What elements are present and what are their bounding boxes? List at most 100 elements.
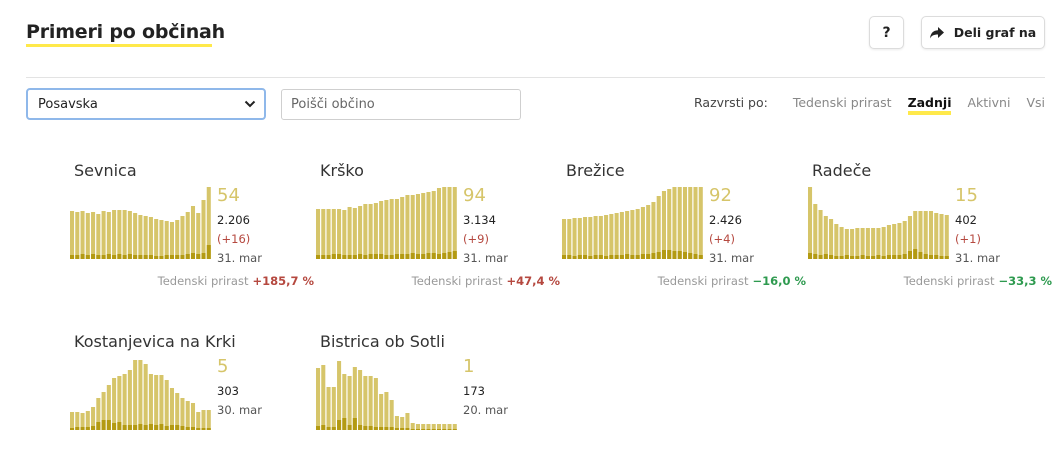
sort-label: Razvrsti po: — [694, 95, 768, 110]
new-cases-bar — [405, 254, 410, 259]
active-cases-bar — [70, 211, 75, 259]
active-cases-bar — [101, 392, 106, 430]
active-cases-bar — [625, 211, 630, 259]
active-cases-bar — [651, 202, 656, 259]
municipality-card[interactable]: Brežice 92 2.426 (+4) 31. mar Tedenski priras… — [562, 161, 806, 321]
cases-bar-chart — [70, 360, 211, 430]
region-select[interactable]: Posavska — [26, 88, 266, 120]
new-cases-bar — [394, 254, 399, 259]
new-cases-bar — [337, 254, 342, 259]
last-update-date: 31. mar — [955, 251, 1000, 265]
new-cases-bar — [138, 255, 143, 259]
new-cases-bar — [944, 256, 949, 259]
new-cases-bar — [342, 418, 347, 430]
new-cases-bar — [101, 420, 106, 430]
new-cases-bar — [572, 256, 577, 259]
new-cases-bar — [326, 427, 331, 430]
share-button[interactable]: Deli graf na — [921, 16, 1045, 49]
new-cases-bar — [892, 255, 897, 259]
active-cases-bar — [196, 213, 201, 259]
active-cases-bar — [175, 220, 180, 259]
new-cases-bar — [693, 254, 698, 259]
active-cases-bar — [410, 195, 415, 259]
new-cases-bar — [75, 427, 80, 430]
active-cases-bar — [180, 216, 185, 259]
new-cases-bar — [148, 424, 153, 430]
active-cases-bar — [169, 222, 174, 259]
help-button[interactable]: ? — [869, 16, 904, 49]
active-cases-bar — [834, 224, 839, 259]
municipality-card[interactable]: Krško 94 3.134 (+9) 31. mar Tedenski prirast +… — [316, 161, 560, 321]
new-cases-bar — [352, 418, 357, 430]
active-cases-bar — [337, 361, 342, 430]
active-cases-bar — [363, 376, 368, 430]
active-cases-bar — [614, 213, 619, 259]
active-cases-bar — [682, 187, 688, 259]
new-cases-bar — [625, 254, 630, 259]
new-cases-bar — [400, 428, 405, 430]
active-cases-bar — [159, 375, 164, 430]
new-cases-bar — [91, 254, 96, 259]
municipality-name: Radeče — [812, 161, 872, 180]
active-cases-bar — [400, 417, 405, 430]
active-cases-bar — [436, 188, 442, 259]
active-cases-bar — [604, 215, 609, 259]
total-cases-value: 303 — [217, 384, 239, 398]
active-cases-bar — [185, 212, 190, 259]
municipality-name: Kostanjevica na Krki — [74, 332, 236, 351]
new-cases-bar — [447, 252, 452, 259]
new-cases-bar — [823, 254, 828, 259]
new-cases-bar — [85, 255, 90, 259]
active-cases-bar — [363, 204, 368, 259]
new-cases-bar — [196, 254, 201, 259]
active-cases-bar — [169, 388, 174, 430]
active-cases-bar — [389, 400, 394, 430]
municipality-search-input[interactable] — [281, 89, 521, 120]
new-cases-bar — [614, 255, 619, 259]
sort-option-all[interactable]: Vsi — [1026, 95, 1045, 110]
new-cases-bar — [410, 253, 415, 259]
new-cases-bar — [667, 250, 672, 259]
sort-option-weekly-growth[interactable]: Tedenski prirast — [792, 95, 892, 110]
new-cases-bar — [609, 255, 614, 259]
new-cases-bar — [421, 254, 426, 259]
new-cases-bar — [447, 429, 452, 430]
active-cases-bar — [646, 205, 651, 259]
sort-option-active[interactable]: Aktivni — [967, 95, 1011, 110]
new-cases-bar — [421, 429, 426, 430]
active-cases-bar — [101, 211, 106, 259]
active-cases-bar — [138, 360, 143, 430]
new-cases-bar — [598, 255, 603, 259]
new-cases-bar — [169, 425, 174, 430]
new-cases-bar — [698, 255, 703, 259]
active-cases-bar — [154, 219, 159, 259]
municipality-card[interactable]: Bistrica ob Sotli 1 173 20. mar — [316, 332, 560, 474]
active-cases-bar — [871, 228, 876, 259]
active-cases-bar — [865, 228, 870, 259]
new-cases-bar — [431, 429, 436, 430]
new-cases-bar — [70, 255, 75, 259]
active-cases-bar — [321, 209, 326, 259]
active-cases-bar — [112, 378, 117, 430]
sort-option-latest[interactable]: Zadnji — [907, 95, 952, 115]
active-cases-bar — [164, 380, 169, 430]
active-cases-bar — [384, 200, 389, 259]
active-cases-bar — [122, 210, 127, 259]
new-cases-bar — [834, 256, 839, 259]
new-cases-bar — [321, 255, 326, 259]
total-cases-value: 402 — [955, 213, 977, 227]
daily-delta-value: (+4) — [709, 232, 735, 246]
new-cases-bar — [630, 255, 635, 259]
municipality-card[interactable]: Sevnica 54 2.206 (+16) 31. mar Tedenski prira… — [70, 161, 314, 321]
municipality-card[interactable]: Radeče 15 402 (+1) 31. mar Tedenski prirast −3… — [808, 161, 1052, 321]
active-cases-bar — [447, 187, 452, 259]
active-cases-bar — [201, 410, 206, 430]
active-cases-bar — [342, 374, 347, 430]
active-cases-bar — [897, 223, 902, 259]
active-cases-bar — [619, 212, 624, 259]
new-cases-bar — [410, 429, 415, 430]
active-cases-bar — [185, 401, 190, 430]
municipality-card[interactable]: Kostanjevica na Krki 5 303 30. mar — [70, 332, 314, 474]
new-cases-bar — [337, 420, 342, 430]
new-cases-bar — [185, 254, 190, 259]
